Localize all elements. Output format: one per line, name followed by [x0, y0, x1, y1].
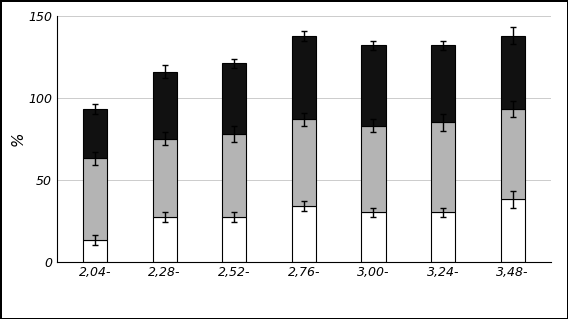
- Bar: [292, 36, 316, 119]
- Bar: [292, 206, 316, 262]
- Bar: [361, 126, 386, 212]
- Bar: [500, 36, 525, 109]
- Bar: [500, 199, 525, 262]
- Bar: [83, 159, 107, 240]
- Bar: [152, 139, 177, 217]
- Bar: [292, 119, 316, 206]
- Bar: [152, 72, 177, 139]
- Bar: [83, 109, 107, 159]
- Bar: [431, 212, 456, 262]
- Bar: [500, 109, 525, 199]
- Bar: [431, 122, 456, 212]
- Bar: [361, 212, 386, 262]
- Bar: [222, 134, 247, 217]
- Bar: [83, 240, 107, 262]
- Bar: [431, 45, 456, 122]
- Bar: [152, 217, 177, 262]
- Bar: [222, 63, 247, 134]
- Y-axis label: %: %: [10, 131, 25, 146]
- Bar: [361, 45, 386, 126]
- Bar: [222, 217, 247, 262]
